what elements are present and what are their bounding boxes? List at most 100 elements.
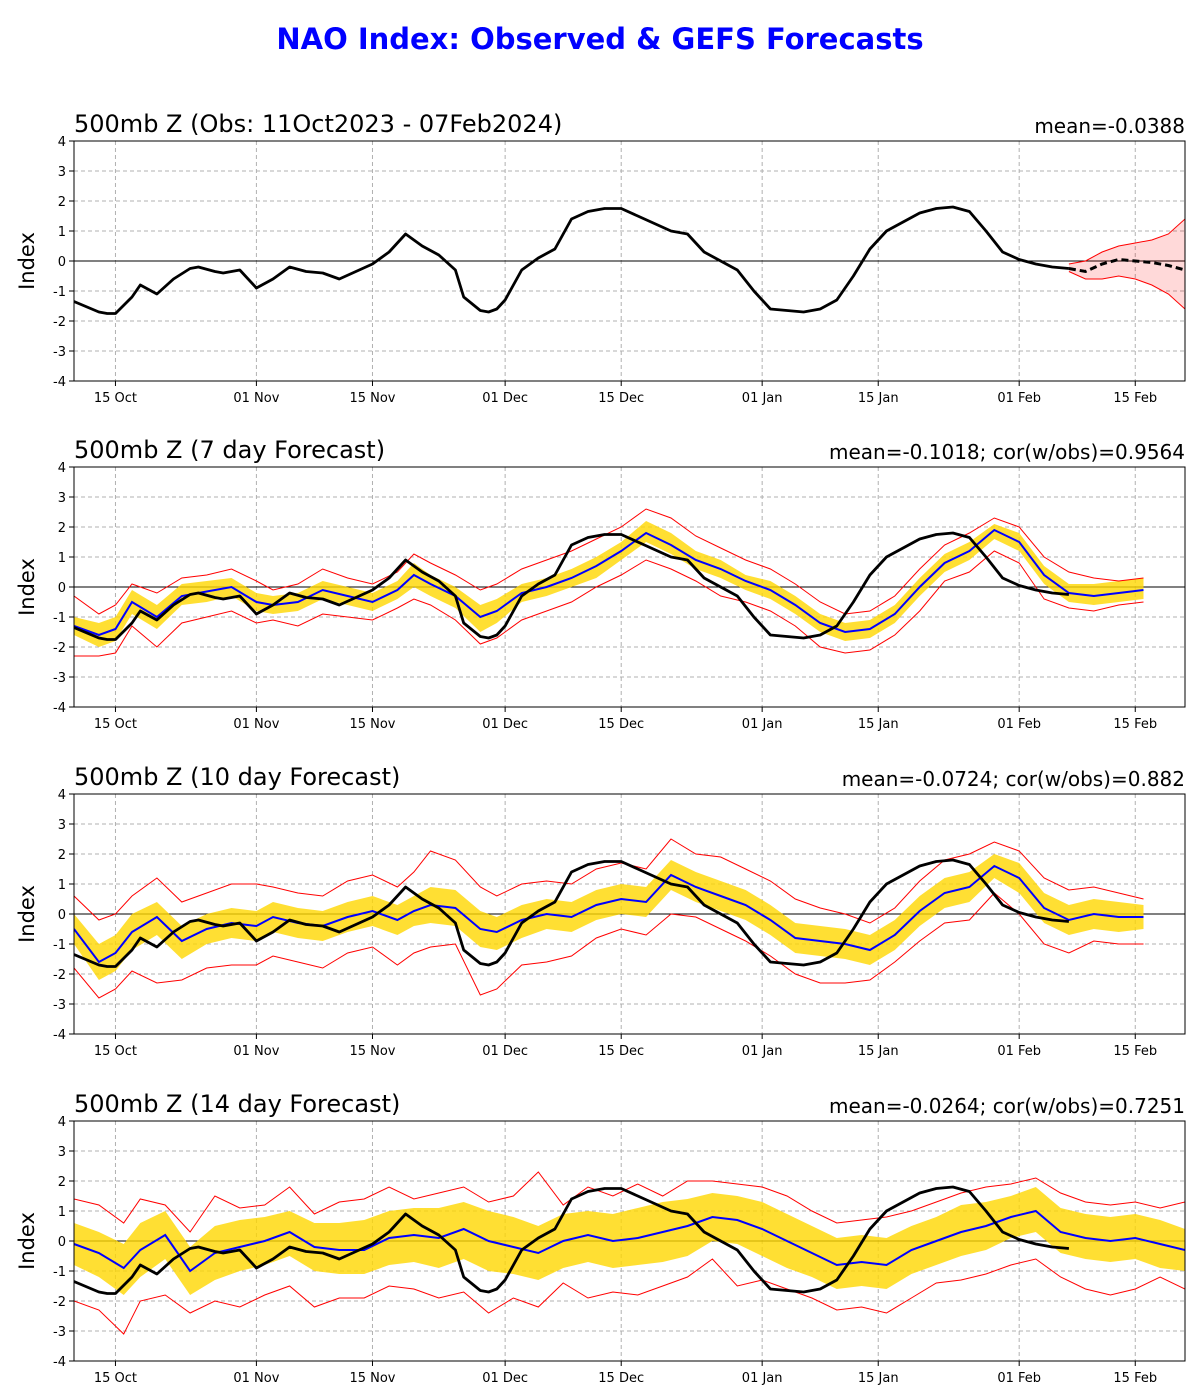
page-title: NAO Index: Observed & GEFS Forecasts [276,22,924,56]
ensemble-spread-band [74,521,1144,647]
x-tick-label: 01 Nov [233,1044,279,1059]
y-tick-label: -3 [53,998,66,1013]
observed-line [74,205,1070,315]
y-tick-label: -2 [53,315,66,330]
chart-panel-2: -4 -3 -2 -1 0 1 2 3 4 15 Oct 01 Nov 15 Nov 01 Dec 15 … [15,436,1186,732]
y-tick-label: 2 [58,195,66,210]
y-tick-label: 4 [58,135,66,150]
panel-title: 500mb Z (7 day Forecast) [74,436,385,464]
panel-stats: mean=-0.1018; cor(w/obs)=0.9564 [829,440,1185,464]
y-tick-label: 2 [58,1175,66,1190]
y-tick-label: 3 [58,165,66,180]
y-tick-label: -4 [53,1028,66,1043]
y-tick-label: 3 [58,1145,66,1160]
y-tick-label: 3 [58,818,66,833]
x-tick-label: 01 Feb [997,1044,1041,1059]
y-tick-label: -4 [53,1355,66,1370]
panel-stats: mean=-0.0388 [1034,114,1185,138]
y-tick-label: 1 [58,1205,66,1220]
forecast-mean-line [74,528,1144,637]
y-axis-label: Index [15,232,39,290]
x-tick-label: 15 Jan [858,717,899,732]
plot-area [74,1171,1185,1335]
y-axis-label: Index [15,885,39,943]
x-tick-label: 15 Oct [94,1044,137,1059]
x-tick-label: 01 Dec [482,1044,528,1059]
x-tick-label: 01 Dec [482,717,528,732]
ensemble-spread-band [74,1187,1185,1295]
y-tick-label: -1 [53,285,66,300]
ensemble-lower-bound [74,892,1144,999]
x-tick-label: 01 Feb [997,1371,1041,1386]
y-tick-label: -2 [53,1295,66,1310]
x-tick-label: 15 Feb [1113,1044,1157,1059]
y-tick-label: -3 [53,1325,66,1340]
y-tick-label: 1 [58,878,66,893]
y-tick-label: 2 [58,521,66,536]
ensemble-lower-bound [74,550,1144,657]
chart-panel-1: -4 -3 -2 -1 0 1 2 3 4 15 Oct 01 Nov 15 Nov 01 Dec 15 … [15,110,1186,406]
y-tick-label: 1 [58,225,66,240]
x-tick-label: 15 Jan [858,1371,899,1386]
forecast-mean-line [1068,257,1185,274]
x-tick-label: 01 Nov [233,391,279,406]
y-tick-label: -1 [53,1265,66,1280]
plot-area [74,508,1144,657]
y-tick-label: -3 [53,345,66,360]
y-tick-label: 2 [58,848,66,863]
chart-panel-4: -4 -3 -2 -1 0 1 2 3 4 15 Oct 01 Nov 15 Nov 01 Dec 15 … [15,1090,1186,1386]
x-tick-label: 15 Oct [94,391,137,406]
ensemble-member-line [1068,218,1185,265]
panel-stats: mean=-0.0724; cor(w/obs)=0.882 [842,767,1185,791]
x-tick-label: 01 Dec [482,391,528,406]
x-tick-label: 01 Jan [742,1371,783,1386]
y-tick-label: -4 [53,375,66,390]
y-tick-label: -1 [53,611,66,626]
x-tick-label: 15 Oct [94,1371,137,1386]
forecast-mean-line [74,864,1144,964]
x-tick-label: 01 Jan [742,1044,783,1059]
y-tick-label: 1 [58,551,66,566]
y-tick-label: 0 [58,255,66,270]
x-tick-label: 15 Feb [1113,391,1157,406]
y-tick-label: -2 [53,968,66,983]
x-tick-label: 15 Nov [349,391,395,406]
ensemble-upper-bound [74,838,1144,924]
x-tick-label: 15 Feb [1113,717,1157,732]
y-tick-label: -1 [53,938,66,953]
ensemble-lower-bound [74,1258,1185,1335]
y-tick-label: 0 [58,581,66,596]
y-tick-label: -2 [53,641,66,656]
y-tick-label: 4 [58,461,66,476]
panel-title: 500mb Z (Obs: 11Oct2023 - 07Feb2024) [74,110,562,138]
forecast-mean-line [74,1209,1185,1273]
x-tick-label: 15 Oct [94,717,137,732]
x-tick-label: 01 Dec [482,1371,528,1386]
x-tick-label: 15 Nov [349,717,395,732]
ensemble-spread-band [74,854,1144,980]
x-tick-label: 15 Jan [858,391,899,406]
panel-title: 500mb Z (10 day Forecast) [74,763,400,791]
x-tick-label: 15 Jan [858,1044,899,1059]
panel-title: 500mb Z (14 day Forecast) [74,1090,400,1118]
y-axis-label: Index [15,1212,39,1270]
x-tick-label: 15 Dec [598,391,644,406]
observed-line [74,531,1070,641]
x-tick-label: 15 Dec [598,1044,644,1059]
y-tick-label: -3 [53,671,66,686]
y-tick-label: 3 [58,491,66,506]
plot-area [74,205,1185,315]
y-tick-label: 0 [58,908,66,923]
x-tick-label: 15 Dec [598,717,644,732]
x-tick-label: 01 Jan [742,391,783,406]
observed-line [74,1185,1070,1295]
y-tick-label: 4 [58,788,66,803]
x-tick-label: 15 Dec [598,1371,644,1386]
y-tick-label: -4 [53,701,66,716]
x-tick-label: 15 Nov [349,1371,395,1386]
y-tick-label: 4 [58,1115,66,1130]
ensemble-upper-bound [74,508,1144,615]
panel-stats: mean=-0.0264; cor(w/obs)=0.7251 [829,1094,1185,1118]
x-tick-label: 01 Nov [233,717,279,732]
